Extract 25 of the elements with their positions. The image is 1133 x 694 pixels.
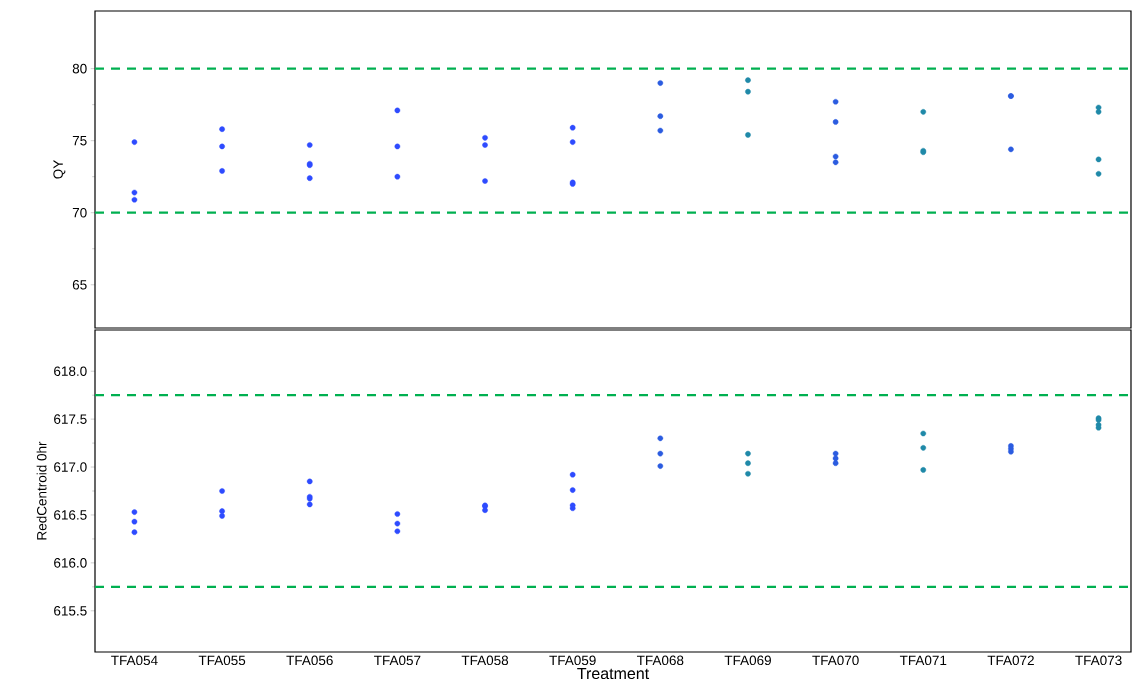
x-axis-title: Treatment [577, 667, 650, 680]
x-tick-label: TFA057 [374, 655, 421, 666]
y-tick-label: 618.0 [54, 366, 87, 376]
x-tick-label: TFA069 [724, 655, 771, 666]
y-tick-label: 70 [72, 207, 87, 218]
y-tick-label: 617.0 [54, 462, 87, 472]
y-tick-label: 65 [72, 279, 87, 290]
x-tick-label: TFA072 [987, 655, 1034, 666]
y-tick-label: 615.5 [54, 606, 87, 616]
x-tick-label: TFA071 [899, 655, 947, 666]
y-tick-label: 616.0 [54, 558, 87, 568]
y-tick-label: 617.5 [54, 414, 87, 424]
y-tick-label: 80 [72, 63, 87, 74]
x-tick-label: TFA059 [549, 655, 596, 666]
y-tick-label: 616.5 [54, 510, 87, 520]
x-tick-label: TFA056 [286, 655, 333, 666]
y-axis-title: RedCentroid 0hr [36, 441, 47, 540]
x-tick-label: TFA058 [461, 655, 509, 666]
x-tick-label: TFA054 [111, 655, 158, 666]
y-axis-title: QY [53, 160, 66, 179]
x-tick-label: TFA070 [812, 655, 859, 666]
x-tick-label: TFA055 [198, 655, 246, 666]
x-tick-label: TFA073 [1075, 655, 1122, 666]
x-tick-label: TFA068 [636, 655, 684, 666]
y-tick-label: 75 [72, 135, 87, 146]
